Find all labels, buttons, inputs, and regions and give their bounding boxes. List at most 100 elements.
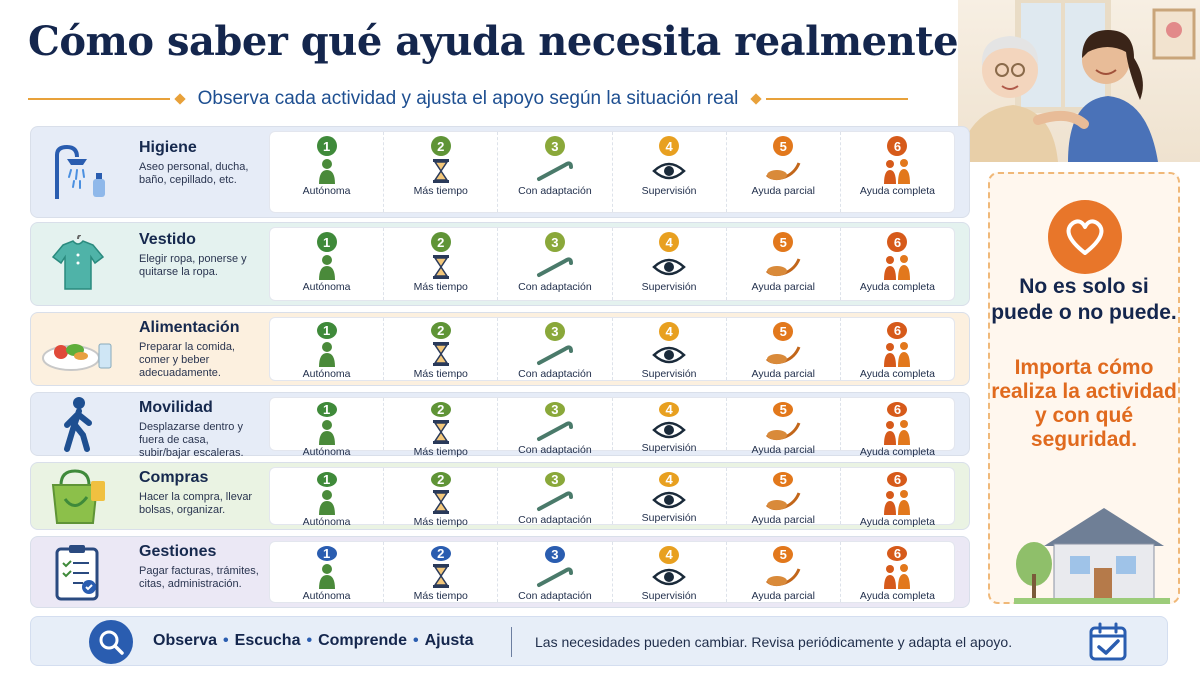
level-number-badge: 6 [887,322,908,339]
shirt-icon [41,234,115,294]
level-number-badge: 3 [544,402,565,417]
level-scale: 1 Autónoma 2 Más tiempo 3 Con adaptación 4 Supe… [269,131,955,213]
level-cell-6: 6 Ayuda completa [841,542,954,602]
level-cell-3: 3 Con adaptación [498,398,613,456]
clipboard-icon [41,542,115,602]
level-label: Más tiempo [413,590,468,602]
level-cell-4: 4 Supervisión [613,468,727,524]
level-label: Ayuda completa [859,516,935,528]
adaptation-tool-icon [535,565,575,589]
person-icon [316,489,338,515]
level-cell-5: 5 Ayuda parcial [727,398,841,456]
category-name: Alimentación [139,319,240,336]
level-cell-2: 2 Más tiempo [384,318,499,380]
footer-word: Comprende [318,632,407,649]
key-message-statement: No es solo si puede o no puede. [991,275,1177,324]
level-scale: 1 Autónoma 2 Más tiempo 3 Con adaptación 4 Supe… [269,397,955,458]
level-scale: 1 Autónoma 2 Más tiempo 3 Con adaptación 4 Supe… [269,317,955,381]
eye-icon [652,158,686,184]
level-number-badge: 3 [544,546,565,563]
food-plate-icon [41,319,115,379]
level-number-badge: 4 [659,472,680,487]
level-cell-6: 6 Ayuda completa [841,318,954,380]
category-cell: Gestiones Pagar facturas, trámites, citas… [31,537,265,607]
level-number-badge: 6 [887,402,908,417]
level-cell-6: 6 Ayuda completa [841,132,954,212]
person-icon [316,254,338,280]
level-label: Autónoma [302,281,351,293]
hourglass-icon [431,563,451,589]
level-label: Ayuda parcial [751,281,815,293]
level-number-badge: 2 [430,546,451,561]
activity-row-5: Compras Hacer la compra, llevar bolsas, o… [30,462,970,530]
level-scale: 1 Autónoma 2 Más tiempo 3 Con adaptación 4 Supe… [269,541,955,603]
adaptation-tool-icon [535,489,575,513]
level-cell-4: 4 Supervisión [613,228,727,300]
key-message-emphasis: Importa cómo realiza la actividad y con … [991,356,1177,451]
level-cell-3: 3 Con adaptación [498,468,613,526]
level-label: Autónoma [302,590,351,602]
category-description: Preparar la comida, comer y beber adecua… [139,341,235,379]
level-label: Más tiempo [413,446,468,458]
level-label: Con adaptación [518,444,592,456]
level-label: Más tiempo [413,516,468,528]
full-assistance-icon [880,419,914,445]
level-number-badge: 2 [430,322,451,339]
level-number-badge: 4 [659,322,680,341]
level-label: Con adaptación [518,590,592,602]
level-label: Ayuda parcial [751,185,815,197]
level-cell-2: 2 Más tiempo [384,398,499,458]
level-cell-3: 3 Con adaptación [498,132,613,212]
level-number-badge: 1 [316,322,337,339]
level-cell-2: 2 Más tiempo [384,132,499,212]
level-number-badge: 6 [887,136,908,156]
category-description: Hacer la compra, llevar bolsas, organiza… [139,491,253,516]
level-number-badge: 5 [773,322,794,341]
helping-hand-icon [763,254,803,280]
level-number-badge: 6 [887,472,908,487]
level-label: Autónoma [302,368,351,380]
adaptation-tool-icon [535,158,575,184]
level-label: Más tiempo [413,368,468,380]
category-name: Gestiones [139,543,217,560]
level-cell-6: 6 Ayuda completa [841,468,954,528]
level-label: Con adaptación [518,514,592,526]
level-label: Ayuda completa [859,368,935,380]
level-label: Supervisión [641,368,697,380]
level-label: Supervisión [641,512,697,524]
eye-icon [652,419,686,441]
calendar-check-icon [1087,621,1129,663]
key-message-panel: No es solo si puede o no puede. Importa … [988,172,1180,604]
activity-row-1: Higiene Aseo personal, ducha, baño, cepil… [30,126,970,218]
shower-icon [41,142,115,202]
walking-person-icon [41,394,115,454]
level-scale: 1 Autónoma 2 Más tiempo 3 Con adaptación 4 Supe… [269,227,955,301]
category-name: Movilidad [139,399,213,416]
adaptation-tool-icon [535,343,575,367]
person-icon [316,419,338,445]
level-cell-3: 3 Con adaptación [498,318,613,380]
shopping-bag-icon [41,466,115,526]
category-name: Vestido [139,231,196,248]
level-cell-5: 5 Ayuda parcial [727,132,841,212]
category-cell: Movilidad Desplazarse dentro y fuera de c… [31,393,265,459]
footer-keywords: Observa • Escucha • Comprende • Ajusta [153,632,474,649]
category-description: Elegir ropa, ponerse y quitarse la ropa. [139,253,247,278]
full-assistance-icon [880,254,914,280]
category-name: Compras [139,469,209,486]
level-number-badge: 2 [430,232,451,252]
footer-word: Escucha [234,632,301,649]
level-cell-5: 5 Ayuda parcial [727,468,841,526]
level-cell-2: 2 Más tiempo [384,468,499,528]
level-label: Autónoma [302,516,351,528]
level-scale: 1 Autónoma 2 Más tiempo 3 Con adaptación 4 Supe… [269,467,955,528]
full-assistance-icon [880,563,914,589]
level-cell-5: 5 Ayuda parcial [727,228,841,300]
level-number-badge: 3 [544,322,565,341]
hourglass-icon [431,489,451,515]
category-cell: Compras Hacer la compra, llevar bolsas, o… [31,463,265,529]
adaptation-tool-icon [535,254,575,280]
level-label: Con adaptación [518,368,592,380]
full-assistance-icon [880,158,914,184]
level-label: Con adaptación [518,185,592,197]
